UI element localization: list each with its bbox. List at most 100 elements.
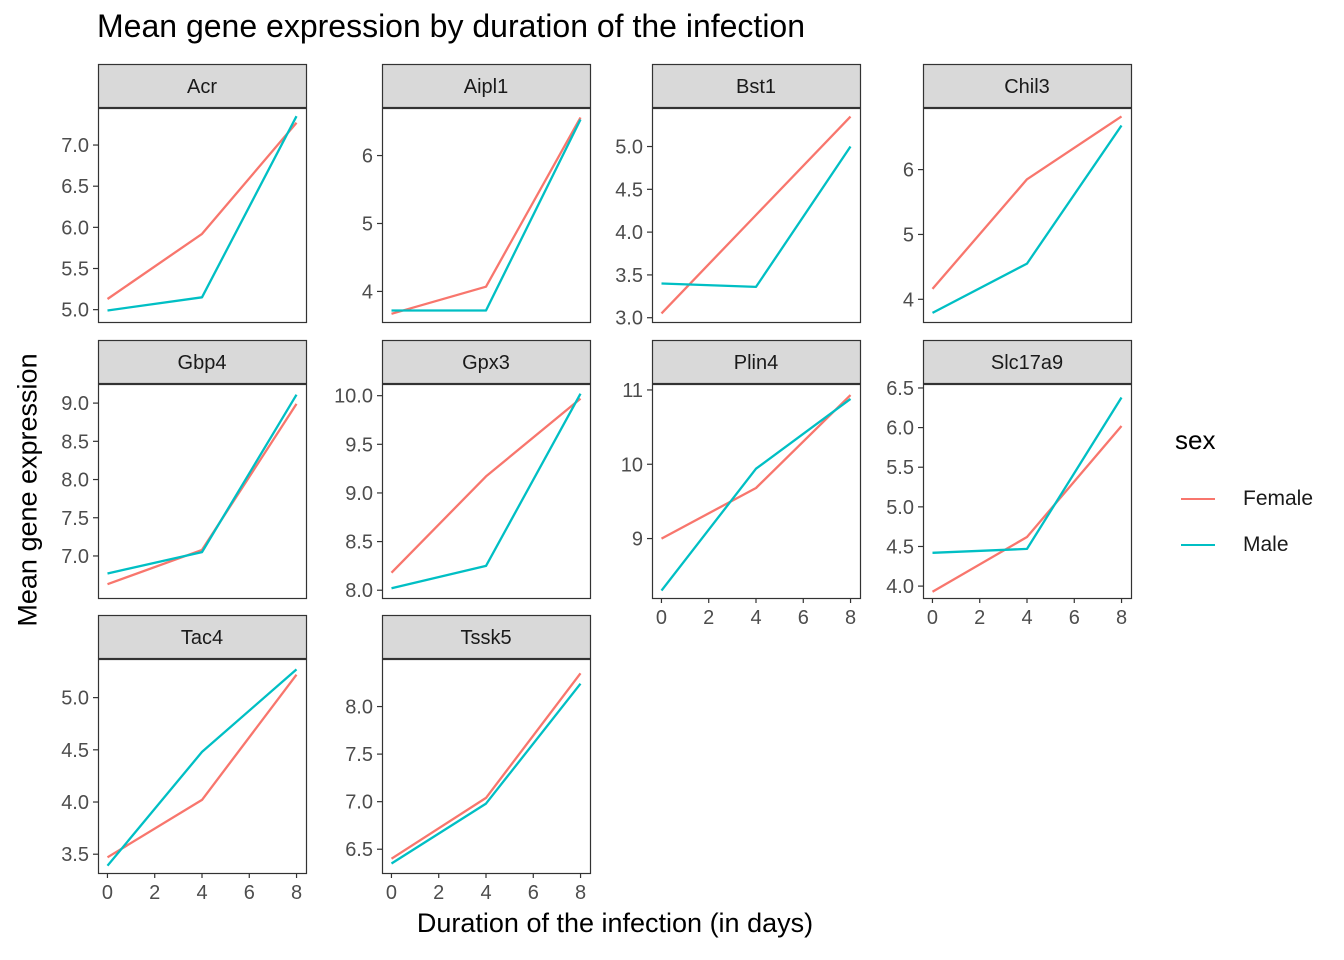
legend-item-female: Female (1175, 476, 1313, 522)
series-line-chil3-male (931, 124, 1123, 314)
y-tick-label: 5 (903, 224, 914, 246)
panel-acr (97, 107, 308, 324)
strip-tac4 (97, 614, 308, 660)
y-tick-label: 4 (903, 289, 914, 311)
y-tick-label: 3.5 (615, 265, 643, 287)
x-tick-label: 2 (703, 607, 714, 629)
y-tick-label: 8.0 (345, 697, 373, 719)
y-tick-label: 9 (632, 529, 643, 551)
series-line-gpx3-female (390, 397, 582, 574)
y-tick-label: 6.5 (886, 378, 914, 400)
y-tick-label: 5.5 (886, 457, 914, 479)
y-tick-label: 7.5 (345, 744, 373, 766)
strip-label-chil3: Chil3 (1004, 76, 1050, 98)
y-tick-label: 4.5 (886, 536, 914, 558)
x-tick-label: 6 (244, 882, 255, 904)
x-tick-label: 2 (974, 607, 985, 629)
x-tick-label: 0 (927, 607, 938, 629)
strip-label-acr: Acr (187, 76, 217, 98)
strip-label-gpx3: Gpx3 (462, 352, 510, 374)
panel-gbp4 (97, 383, 308, 600)
series-line-acr-female (106, 122, 298, 300)
legend-label-male: Male (1243, 533, 1289, 556)
y-tick-label: 9.0 (345, 483, 373, 505)
y-tick-label: 10.0 (334, 386, 373, 408)
series-line-acr-male (107, 115, 298, 312)
y-tick-label: 8.0 (345, 580, 373, 602)
y-tick-label: 7.0 (61, 135, 89, 157)
y-tick-label: 3.0 (615, 308, 643, 330)
x-tick-label: 8 (1116, 607, 1127, 629)
series-line-plin4-male (660, 397, 852, 592)
strip-label-gbp4: Gbp4 (178, 352, 227, 374)
y-tick-label: 4.5 (61, 740, 89, 762)
y-tick-label: 7.0 (345, 792, 373, 814)
y-tick-label: 5.5 (61, 259, 89, 281)
series-line-gpx3-male (391, 393, 582, 590)
strip-gbp4 (97, 339, 308, 385)
y-tick-label: 6.5 (345, 839, 373, 861)
y-tick-label: 5 (362, 213, 373, 235)
x-tick-label: 6 (528, 882, 539, 904)
y-tick-label: 4.0 (615, 222, 643, 244)
x-tick-label: 4 (480, 882, 491, 904)
strip-aipl1 (381, 63, 592, 109)
y-tick-label: 3.5 (61, 844, 89, 866)
x-tick-label: 2 (433, 882, 444, 904)
strip-acr (97, 63, 308, 109)
y-tick-label: 5.0 (615, 137, 643, 159)
series-line-plin4-female (660, 394, 852, 540)
strip-label-bst1: Bst1 (736, 76, 776, 98)
x-tick-label: 0 (102, 882, 113, 904)
panel-tssk5 (381, 658, 592, 875)
panel-chil3 (922, 107, 1133, 324)
strip-slc17a9 (922, 339, 1133, 385)
x-tick-label: 4 (1021, 607, 1032, 629)
strip-chil3 (922, 63, 1133, 109)
x-tick-label: 4 (196, 882, 207, 904)
y-tick-label: 5.0 (61, 300, 89, 322)
legend-title: sex (1175, 425, 1216, 455)
series-line-aipl1-male (391, 118, 582, 312)
y-tick-label: 8.0 (61, 470, 89, 492)
series-line-tac4-male (106, 668, 298, 867)
strip-label-aipl1: Aipl1 (464, 76, 508, 98)
y-tick-label: 4.0 (61, 792, 89, 814)
y-tick-label: 7.0 (61, 546, 89, 568)
x-tick-label: 6 (1069, 607, 1080, 629)
strip-bst1 (651, 63, 862, 109)
y-tick-label: 11 (622, 380, 643, 402)
y-axis-label: Mean gene expression (12, 353, 43, 627)
y-tick-label: 10 (621, 454, 643, 476)
x-tick-label: 0 (656, 607, 667, 629)
strip-label-tssk5: Tssk5 (460, 627, 511, 649)
strip-gpx3 (381, 339, 592, 385)
legend: sex Female Male (1175, 425, 1313, 568)
y-tick-label: 6 (903, 160, 914, 182)
y-tick-label: 4.5 (615, 179, 643, 201)
y-tick-label: 6.5 (61, 176, 89, 198)
x-tick-label: 8 (845, 607, 856, 629)
y-tick-label: 4 (362, 281, 373, 303)
y-tick-label: 4.0 (886, 576, 914, 598)
series-line-gbp4-male (107, 394, 298, 575)
series-line-slc17a9-female (931, 425, 1123, 593)
y-tick-label: 9.0 (61, 393, 89, 415)
chart-title: Mean gene expression by duration of the … (97, 8, 806, 44)
panel-slc17a9 (922, 383, 1133, 600)
y-tick-label: 6 (362, 146, 373, 168)
x-tick-label: 8 (575, 882, 586, 904)
y-tick-label: 5.0 (886, 497, 914, 519)
strip-label-slc17a9: Slc17a9 (991, 352, 1063, 374)
panel-tac4 (97, 658, 308, 875)
series-line-aipl1-female (391, 116, 582, 315)
strip-label-tac4: Tac4 (181, 627, 223, 649)
y-tick-label: 8.5 (61, 431, 89, 453)
legend-key-female (1181, 498, 1215, 500)
strip-plin4 (651, 339, 862, 385)
x-tick-label: 8 (291, 882, 302, 904)
series-line-slc17a9-male (932, 396, 1123, 554)
series-line-bst1-male (661, 145, 852, 289)
y-tick-label: 6.0 (886, 418, 914, 440)
